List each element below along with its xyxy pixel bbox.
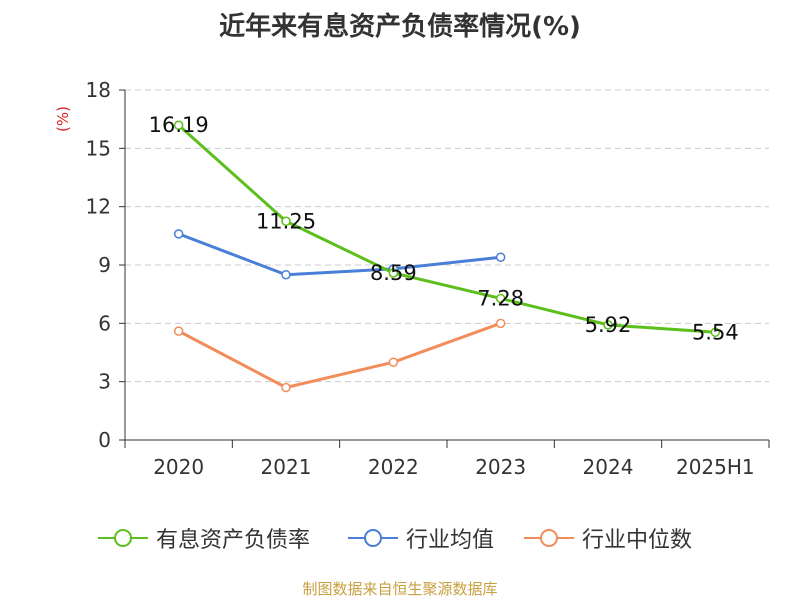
legend-label-industry-mean: 行业均值 bbox=[406, 528, 495, 553]
series-line-debt_ratio bbox=[177, 124, 716, 334]
data-point-debt_ratio bbox=[603, 320, 613, 330]
legend-swatch-industry-mean bbox=[348, 529, 398, 547]
x-tick-label: 2021 bbox=[261, 455, 312, 479]
legend-swatch-debt-ratio bbox=[98, 529, 148, 547]
legend-swatch-industry-median bbox=[524, 529, 574, 547]
x-tick-label: 2025H1 bbox=[676, 455, 755, 479]
data-point-debt_ratio bbox=[281, 216, 291, 226]
data-point-debt_ratio bbox=[388, 268, 399, 278]
legend-item-industry-mean[interactable]: 行业均值 bbox=[348, 518, 494, 558]
data-point-industry_mean bbox=[281, 269, 291, 280]
x-tick-label: 2020 bbox=[153, 455, 204, 479]
data-point-industry_median bbox=[388, 357, 399, 367]
data-label: 8.59 bbox=[370, 261, 417, 285]
data-point-debt_ratio bbox=[495, 293, 506, 304]
series-line-industry_median bbox=[177, 321, 502, 390]
y-tick-label: 12 bbox=[86, 195, 111, 219]
data-label: 11.25 bbox=[256, 209, 316, 233]
x-tick-label: 2023 bbox=[475, 455, 526, 479]
legend-label-debt-ratio: 有息资产负债率 bbox=[156, 528, 311, 553]
data-label: 5.54 bbox=[692, 320, 739, 344]
y-tick-label: 0 bbox=[98, 428, 111, 452]
chart-title: 近年来有息资产负债率情况(%) bbox=[219, 12, 581, 42]
y-tick-label: 18 bbox=[86, 78, 111, 102]
data-point-industry_median bbox=[281, 382, 291, 393]
legend-item-debt-ratio[interactable]: 有息资产负债率 bbox=[98, 518, 310, 558]
y-tick-label: 9 bbox=[98, 253, 111, 277]
y-tick-label: 6 bbox=[98, 311, 111, 335]
legend: 有息资产负债率 行业均值 行业中位数 bbox=[0, 518, 800, 558]
y-tick-label: 3 bbox=[98, 370, 111, 394]
data-point-industry_mean bbox=[495, 252, 506, 262]
data-point-debt_ratio bbox=[710, 327, 721, 338]
legend-label-industry-median: 行业中位数 bbox=[582, 528, 693, 553]
y-tick-label: 15 bbox=[86, 136, 111, 160]
source-note: 制图数据来自恒生聚源数据库 bbox=[302, 580, 498, 598]
data-label: 16.19 bbox=[149, 113, 209, 137]
data-point-debt_ratio bbox=[173, 120, 184, 130]
series-line-industry_mean bbox=[178, 232, 501, 277]
data-label: 5.92 bbox=[585, 313, 632, 337]
data-point-industry_median bbox=[495, 318, 506, 329]
data-point-industry_mean bbox=[173, 229, 184, 239]
data-point-industry_median bbox=[173, 326, 184, 336]
data-label: 7.28 bbox=[477, 286, 524, 310]
x-tick-label: 2024 bbox=[583, 455, 634, 479]
x-tick-label: 2022 bbox=[368, 455, 419, 479]
legend-item-industry-median[interactable]: 行业中位数 bbox=[524, 518, 692, 558]
